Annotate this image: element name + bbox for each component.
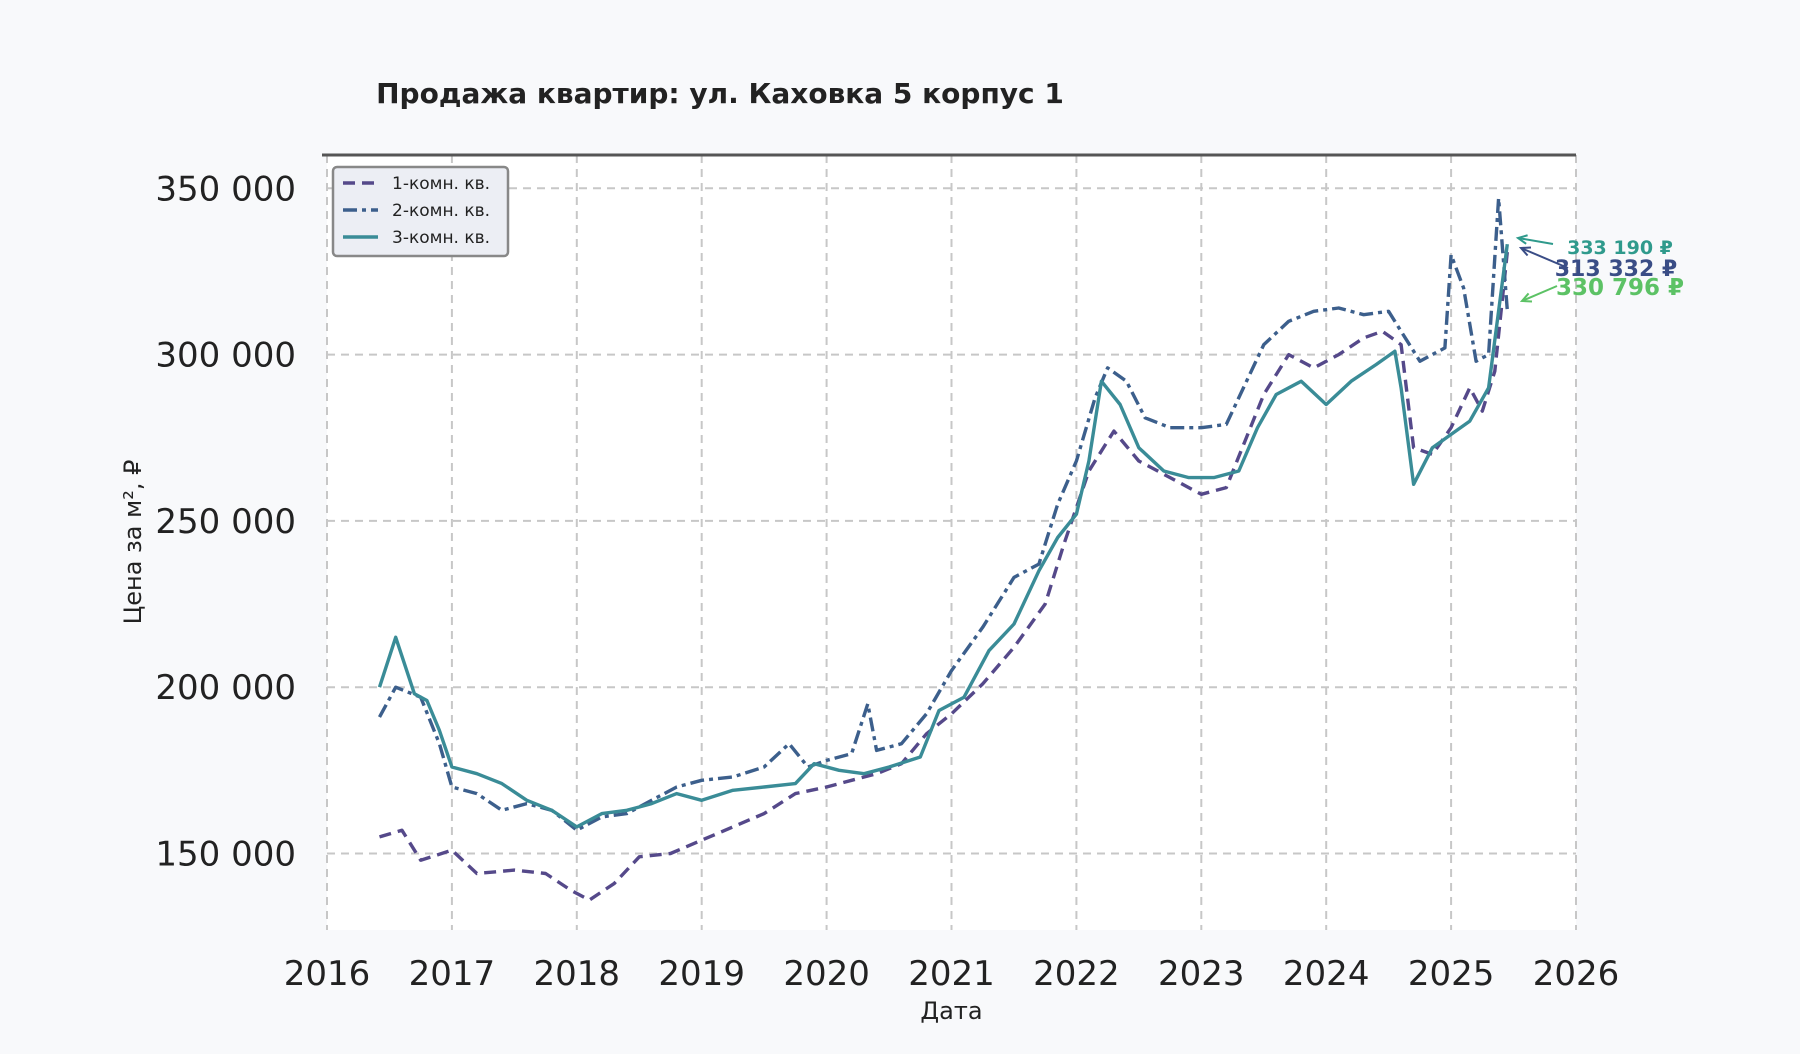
chart-title: Продажа квартир: ул. Каховка 5 корпус 1 xyxy=(376,77,1064,110)
x-tick-label: 2019 xyxy=(658,954,745,994)
x-tick-label: 2016 xyxy=(284,954,371,994)
y-tick-label: 350 000 xyxy=(155,169,296,209)
x-tick-label: 2021 xyxy=(908,954,995,994)
x-tick-label: 2024 xyxy=(1283,954,1370,994)
end-annotation-2: 313 332 ₽ xyxy=(1518,246,1677,282)
x-tick-label: 2018 xyxy=(534,954,621,994)
legend-box xyxy=(331,165,510,258)
series-line-3 xyxy=(377,243,1509,829)
annotation-arrow xyxy=(1521,285,1558,302)
series-lines xyxy=(377,196,1509,902)
annotation-arrow xyxy=(1520,247,1569,269)
series-line-1 xyxy=(379,251,1509,902)
annotation-arrowhead xyxy=(1519,292,1533,303)
x-tick-label: 2025 xyxy=(1408,954,1495,994)
end-annotation-1: 333 190 ₽ xyxy=(1515,234,1673,259)
y-tick-label: 300 000 xyxy=(155,336,296,376)
y-tick-label: 200 000 xyxy=(155,668,296,708)
tick-labels: 2016 2017 2018 2019 2020 2021 2022 2023 2024 2025… xyxy=(155,169,1619,994)
end-annotation-3: 330 796 ₽ xyxy=(1519,275,1684,303)
annotation-arrow xyxy=(1517,237,1554,245)
x-tick-label: 2023 xyxy=(1158,954,1245,994)
legend-label-1: 1-комн. кв. xyxy=(392,174,490,194)
x-axis-label: Дата xyxy=(920,997,982,1025)
grid xyxy=(326,155,1577,930)
x-tick-label: 2026 xyxy=(1533,954,1620,994)
x-tick-label: 2022 xyxy=(1033,954,1120,994)
legend-label-3: 3-комн. кв. xyxy=(392,228,490,248)
series-line-2 xyxy=(378,196,1509,832)
annotation-label: 330 796 ₽ xyxy=(1556,275,1684,301)
annotation-label: 333 190 ₽ xyxy=(1567,237,1673,259)
annotation-arrowhead xyxy=(1515,234,1528,245)
end-value-annotations: 333 190 ₽313 332 ₽330 796 ₽ xyxy=(1515,234,1684,303)
x-tick-label: 2020 xyxy=(783,954,870,994)
y-tick-label: 150 000 xyxy=(155,834,296,874)
y-axis-label: Цена за м², ₽ xyxy=(119,460,147,625)
y-tick-label: 250 000 xyxy=(155,502,296,542)
annotation-arrowhead xyxy=(1518,246,1532,257)
x-tick-label: 2017 xyxy=(409,954,496,994)
legend-label-2: 2-комн. кв. xyxy=(392,201,490,221)
annotation-label: 313 332 ₽ xyxy=(1555,257,1677,282)
legend: 1-комн. кв. 2-комн. кв. 3-комн. кв. xyxy=(331,165,510,258)
